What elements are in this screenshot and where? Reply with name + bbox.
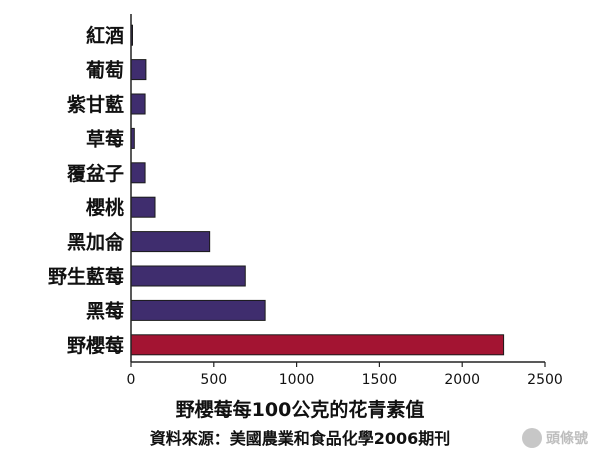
x-tick-label-1: 0	[127, 372, 136, 388]
x-tick-label-6: 2500	[527, 372, 563, 388]
category-label-2: 葡萄	[86, 59, 124, 82]
chart-subtitle: 資料來源：美國農業和食品化學2006期刊	[149, 429, 451, 448]
watermark-text: 頭條號	[546, 431, 588, 447]
category-label-6: 櫻桃	[85, 196, 124, 219]
bar-8	[130, 265, 246, 287]
bar-10	[130, 334, 505, 356]
category-label-3: 紫甘藍	[67, 94, 124, 116]
x-tick-label-2: 500	[200, 372, 227, 388]
watermark: 頭條號	[522, 428, 588, 448]
bars-group	[130, 24, 505, 356]
toutiao-logo-icon	[522, 428, 542, 448]
category-label-10: 野櫻莓	[67, 334, 124, 357]
bar-7	[130, 231, 211, 253]
bar-2	[130, 59, 147, 81]
bar-5	[130, 162, 146, 184]
x-tick-label-3: 1000	[279, 372, 315, 388]
x-tick-label-4: 1500	[362, 372, 398, 388]
category-label-7: 黑加侖	[67, 231, 125, 254]
x-tick-group: 0 500 1000 1500 2000 2500	[127, 362, 563, 388]
category-label-1: 紅酒	[86, 24, 124, 47]
category-label-9: 黑莓	[86, 299, 124, 322]
bar-9	[130, 299, 266, 321]
category-label-4: 草莓	[86, 127, 124, 150]
bar-6	[130, 196, 156, 218]
category-label-5: 覆盆子	[66, 162, 124, 185]
x-tick-label-5: 2000	[444, 372, 480, 388]
category-label-8: 野生藍莓	[48, 265, 124, 288]
bar-3	[130, 93, 146, 115]
chart-title: 野櫻莓每100公克的花青素值	[175, 399, 425, 421]
